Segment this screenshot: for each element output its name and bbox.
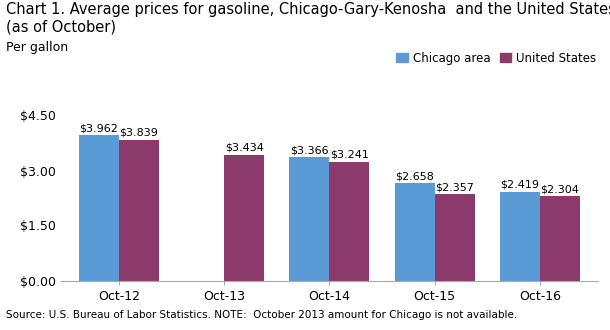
- Text: $3.366: $3.366: [290, 145, 329, 155]
- Bar: [79, 135, 119, 280]
- Bar: [540, 196, 580, 280]
- Text: $2.304: $2.304: [540, 184, 580, 194]
- Text: $3.839: $3.839: [120, 128, 159, 138]
- Bar: [435, 194, 475, 280]
- Text: $3.434: $3.434: [224, 143, 264, 153]
- Bar: [329, 162, 370, 280]
- Text: $2.357: $2.357: [435, 182, 474, 192]
- Text: (as of October): (as of October): [6, 20, 116, 35]
- Text: Source: U.S. Bureau of Labor Statistics. NOTE:  October 2013 amount for Chicago : Source: U.S. Bureau of Labor Statistics.…: [6, 310, 517, 320]
- Text: $3.241: $3.241: [330, 150, 369, 160]
- Legend: Chicago area, United States: Chicago area, United States: [392, 47, 601, 70]
- Bar: [395, 183, 435, 280]
- Text: Chart 1. Average prices for gasoline, Chicago-Gary-Kenosha  and the United State: Chart 1. Average prices for gasoline, Ch…: [6, 2, 610, 16]
- Text: $2.658: $2.658: [395, 171, 434, 181]
- Bar: [289, 157, 329, 280]
- Text: $3.962: $3.962: [79, 123, 118, 133]
- Text: $2.419: $2.419: [500, 180, 539, 190]
- Bar: [119, 140, 159, 280]
- Text: Per gallon: Per gallon: [6, 41, 68, 54]
- Bar: [224, 154, 264, 280]
- Bar: [500, 192, 540, 280]
